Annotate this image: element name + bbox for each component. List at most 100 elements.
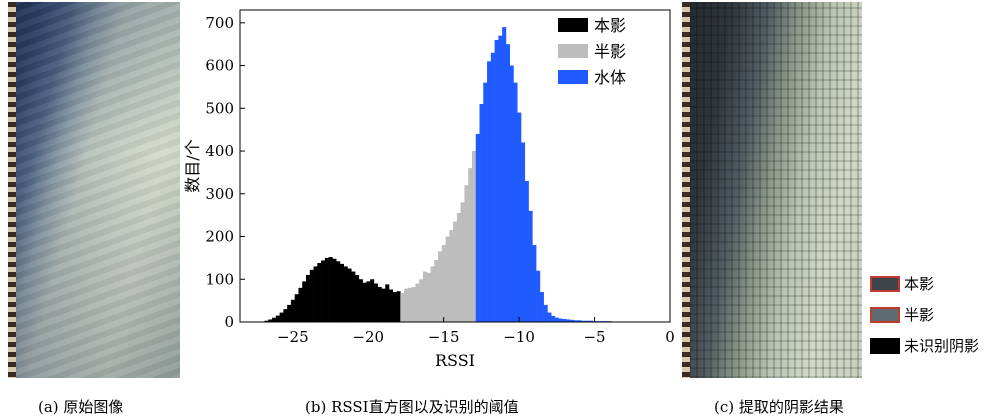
bar-series-0-15 bbox=[321, 260, 326, 322]
bar-series-2-15 bbox=[532, 245, 537, 322]
legend-swatch-1 bbox=[558, 44, 588, 58]
x-tick-label-5: 0 bbox=[665, 328, 675, 346]
bar-series-2-30 bbox=[588, 320, 593, 322]
legend-c-umbra-swatch bbox=[870, 275, 900, 292]
bar-series-2-24 bbox=[566, 319, 571, 322]
bar-series-2-13 bbox=[524, 180, 529, 322]
legend-label-0: 本影 bbox=[594, 16, 626, 35]
bar-series-2-12 bbox=[521, 142, 526, 322]
bar-series-1-0 bbox=[400, 292, 405, 322]
bar-series-2-0 bbox=[475, 133, 480, 322]
y-tick-label-0: 0 bbox=[224, 313, 234, 331]
legend-c-penumbra: 半影 bbox=[870, 304, 934, 325]
bar-series-2-28 bbox=[581, 320, 586, 322]
x-tick-label-3: −10 bbox=[503, 328, 535, 346]
legend-c-unidentified: 未识别阴影 bbox=[870, 335, 979, 356]
rssi-histogram-chart: −25 −20 −15 −10 −5 0 0 100 200 300 400 500 600 700 R… bbox=[183, 9, 675, 370]
bar-series-2-21 bbox=[554, 317, 560, 322]
shadow-result-image bbox=[682, 2, 862, 378]
y-tick-label-7: 700 bbox=[205, 14, 234, 32]
bar-series-0-35 bbox=[396, 291, 401, 322]
bar-series-1-6 bbox=[422, 271, 428, 322]
y-tick-label-3: 300 bbox=[205, 185, 234, 203]
original-image bbox=[8, 2, 180, 378]
bar-series-1-7 bbox=[426, 272, 431, 322]
bar-series-0-10 bbox=[302, 281, 307, 322]
legend-swatch-2 bbox=[558, 70, 588, 84]
bar-series-0-25 bbox=[358, 279, 363, 322]
bar-series-2-27 bbox=[577, 320, 582, 322]
bar-series-2-14 bbox=[528, 210, 533, 322]
bar-series-0-17 bbox=[328, 257, 333, 322]
bar-series-2-16 bbox=[536, 270, 541, 322]
bar-series-1-16 bbox=[460, 202, 465, 322]
bar-series-2-26 bbox=[573, 320, 578, 322]
bar-series-2-22 bbox=[558, 318, 563, 322]
bar-series-0-5 bbox=[283, 309, 288, 322]
y-tick-label-6: 600 bbox=[205, 57, 234, 75]
legend-swatch-0 bbox=[558, 18, 588, 32]
bar-series-1-14 bbox=[453, 221, 458, 322]
bar-series-0-14 bbox=[317, 263, 322, 322]
bar-series-0-33 bbox=[388, 289, 394, 322]
bar-series-1-9 bbox=[434, 260, 439, 322]
bar-series-1-2 bbox=[407, 287, 412, 322]
bar-series-1-13 bbox=[449, 230, 454, 322]
y-tick-label-5: 500 bbox=[205, 99, 234, 117]
legend-c-umbra: 本影 bbox=[870, 273, 934, 294]
legend-c-umbra-label: 本影 bbox=[904, 275, 935, 293]
bar-series-2-9 bbox=[509, 65, 514, 322]
bar-series-0-8 bbox=[294, 294, 299, 322]
bar-series-2-5 bbox=[494, 39, 499, 322]
bar-series-1-19 bbox=[471, 151, 477, 322]
bar-series-1-17 bbox=[464, 185, 469, 322]
caption-a: (a) 原始图像 bbox=[38, 398, 124, 416]
bar-series-2-11 bbox=[517, 112, 522, 322]
bar-series-0-16 bbox=[324, 257, 329, 322]
bar-series-2-6 bbox=[498, 35, 503, 323]
bar-series-2-20 bbox=[551, 316, 556, 322]
bar-series-0-1 bbox=[268, 319, 273, 322]
y-axis-label: 数目/个 bbox=[183, 139, 202, 192]
bar-series-0-27 bbox=[366, 281, 371, 322]
bar-series-0-12 bbox=[309, 269, 314, 322]
bar-series-1-11 bbox=[441, 245, 446, 322]
bar-series-2-1 bbox=[479, 104, 484, 322]
bar-series-2-29 bbox=[585, 320, 590, 322]
y-tick-label-2: 200 bbox=[205, 228, 234, 246]
bar-series-2-4 bbox=[490, 52, 495, 323]
bar-series-2-18 bbox=[543, 304, 548, 322]
bar-series-2-17 bbox=[539, 292, 544, 322]
bar-series-0-28 bbox=[370, 279, 375, 322]
plot-frame bbox=[239, 9, 671, 323]
bar-series-1-1 bbox=[404, 288, 409, 322]
x-tick-label-1: −20 bbox=[352, 328, 384, 346]
bar-series-0-29 bbox=[373, 283, 378, 322]
caption-b: (b) RSSI直方图以及识别的阈值 bbox=[305, 398, 519, 416]
bar-series-0-24 bbox=[355, 274, 360, 322]
legend-c-penumbra-swatch bbox=[870, 306, 900, 323]
bar-series-1-3 bbox=[411, 286, 416, 322]
bar-series-0-32 bbox=[385, 284, 390, 322]
bar-series-0-22 bbox=[347, 268, 352, 322]
bar-series-1-4 bbox=[415, 283, 420, 322]
x-axis-label: RSSI bbox=[435, 351, 475, 370]
bar-series-2-8 bbox=[505, 44, 510, 323]
bar-series-2-10 bbox=[513, 82, 518, 322]
bar-series-2-25 bbox=[570, 319, 575, 322]
bar-series-0-20 bbox=[339, 263, 345, 322]
bar-series-0-30 bbox=[377, 286, 382, 322]
bar-series-0-18 bbox=[332, 258, 337, 322]
bar-series-0-26 bbox=[362, 282, 367, 322]
legend-c-unidentified-label: 未识别阴影 bbox=[904, 337, 980, 355]
bar-series-2-19 bbox=[547, 312, 552, 322]
bar-series-2-23 bbox=[562, 319, 567, 322]
bar-series-1-8 bbox=[430, 266, 435, 322]
bar-series-0-19 bbox=[336, 261, 341, 322]
bar-series-1-10 bbox=[438, 251, 443, 322]
caption-c: (c) 提取的阴影结果 bbox=[714, 398, 844, 416]
bar-series-0-2 bbox=[272, 317, 277, 322]
legend-label-2: 水体 bbox=[594, 68, 626, 87]
y-tick-label-1: 100 bbox=[205, 270, 234, 288]
